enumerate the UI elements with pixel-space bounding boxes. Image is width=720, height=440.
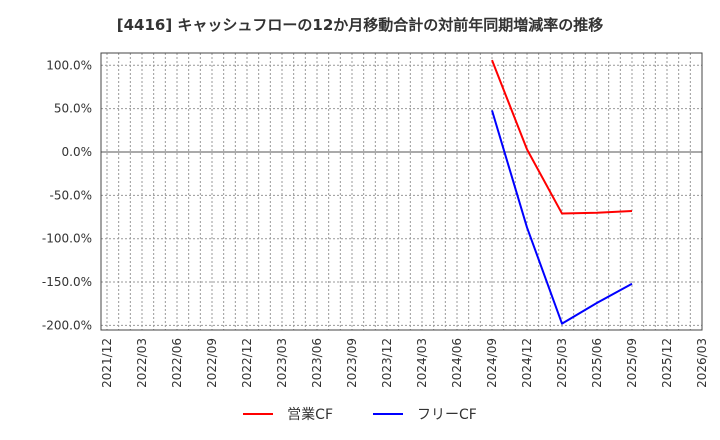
x-tick-label: 2022/03	[135, 338, 149, 388]
legend-label-operating-cf: 営業CF	[287, 407, 333, 423]
y-tick-label: -50.0%	[50, 188, 92, 202]
x-tick-label: 2024/06	[450, 338, 464, 388]
x-tick-label: 2024/12	[520, 338, 534, 388]
x-tick-label: 2023/12	[380, 338, 394, 388]
x-tick-label: 2023/09	[345, 338, 359, 388]
legend-item-operating-cf: 営業CF	[243, 404, 333, 424]
x-tick-label: 2022/12	[240, 338, 254, 388]
plot-frame	[100, 52, 703, 331]
y-tick-label: 50.0%	[54, 102, 92, 116]
x-tick-label: 2021/12	[100, 338, 114, 388]
x-tick-label: 2024/03	[415, 338, 429, 388]
series-line-free-cf	[491, 110, 633, 325]
x-tick-label: 2026/03	[695, 338, 709, 388]
y-tick-label: -150.0%	[42, 275, 92, 289]
chart-title: [4416] キャッシュフローの12か月移動合計の対前年同期増減率の推移	[116, 16, 604, 34]
legend-swatch-operating-cf	[243, 413, 274, 415]
x-tick-label: 2023/06	[310, 338, 324, 388]
y-tick-label: -100.0%	[42, 232, 92, 246]
series-line-operating-cf	[491, 59, 633, 215]
y-tick-label: 0.0%	[62, 145, 93, 159]
x-tick-label: 2025/09	[625, 338, 639, 388]
x-tick-label: 2025/12	[660, 338, 674, 388]
y-tick-label: 100.0%	[46, 58, 92, 72]
x-tick-label: 2025/06	[590, 338, 604, 388]
x-tick-label: 2022/09	[205, 338, 219, 388]
y-tick-label: -200.0%	[42, 318, 92, 332]
plot-area	[101, 53, 702, 330]
legend: 営業CF フリーCF	[0, 404, 720, 424]
legend-label-free-cf: フリーCF	[417, 407, 477, 423]
legend-item-free-cf: フリーCF	[373, 404, 477, 424]
x-tick-label: 2022/06	[170, 338, 184, 388]
legend-swatch-free-cf	[373, 413, 403, 415]
x-tick-label: 2025/03	[555, 338, 569, 388]
x-tick-label: 2023/03	[275, 338, 289, 388]
x-tick-label: 2024/09	[485, 338, 499, 388]
